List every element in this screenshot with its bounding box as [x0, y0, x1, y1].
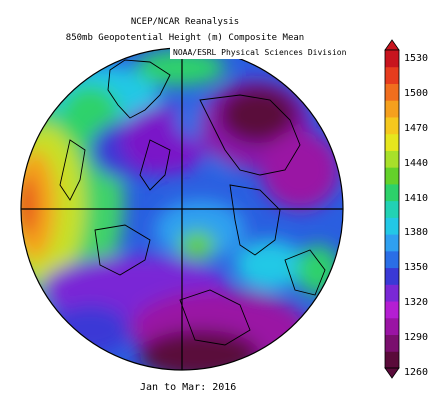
colorbar-band [385, 284, 399, 302]
legend-tick-label: 1440 [404, 157, 429, 169]
legend-tick-label: 1350 [404, 262, 429, 274]
colorbar-band [385, 133, 399, 151]
legend-tick-label: 1500 [404, 87, 429, 99]
colorbar-bottom-arrow [384, 367, 400, 379]
colorbar [384, 39, 400, 379]
colorbar-band [385, 167, 399, 185]
colorbar-band [385, 250, 399, 269]
colorbar-band [385, 301, 399, 319]
colorbar-band [385, 100, 399, 118]
colorbar-band [385, 200, 399, 218]
colorbar-band [385, 317, 399, 336]
colorbar-top-arrow [384, 39, 400, 51]
time-period: Jan to Mar: 2016 [140, 382, 237, 393]
colorbar-band [385, 116, 399, 135]
colorbar-band [385, 217, 399, 235]
colorbar-band [385, 351, 399, 369]
colorbar-band [385, 83, 399, 101]
legend-tick-label: 1380 [404, 227, 429, 239]
legend-tick-label: 1260 [404, 367, 429, 378]
colorbar-band [385, 183, 399, 202]
coastlines [59, 59, 326, 346]
legend-tick-label: 1530 [404, 53, 429, 64]
colorbar-band [385, 334, 399, 352]
legend-tick-label: 1290 [404, 332, 429, 344]
title-line-2: 850mb Geopotential Height (m) Composite … [65, 33, 305, 43]
colorbar-band [385, 267, 399, 285]
colorbar-frame [384, 49, 400, 369]
title-line-1: NCEP/NCAR Reanalysis [130, 17, 240, 27]
legend-tick-label: 1320 [404, 297, 429, 309]
colorbar-band [385, 66, 399, 84]
colorbar-band [385, 150, 399, 168]
attribution-label: NOAA/ESRL Physical Sciences Division [170, 47, 350, 59]
legend-tick-label: 1470 [404, 122, 429, 134]
legend-tick-label: 1410 [404, 192, 429, 204]
colorbar-band [385, 234, 399, 252]
colorbar-band [385, 50, 399, 68]
